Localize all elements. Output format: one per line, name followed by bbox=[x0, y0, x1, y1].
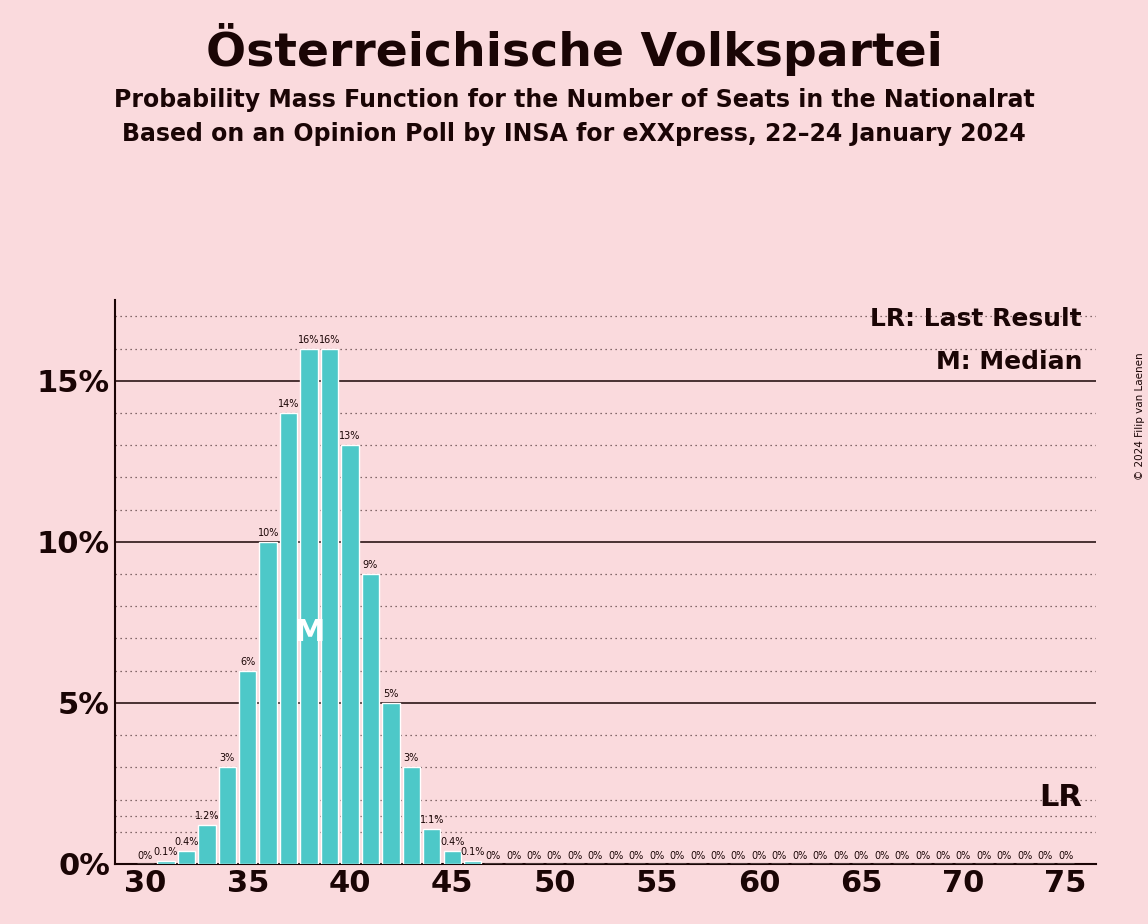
Text: 0%: 0% bbox=[833, 851, 848, 861]
Text: 0%: 0% bbox=[649, 851, 665, 861]
Text: LR: LR bbox=[1039, 784, 1083, 812]
Text: 0%: 0% bbox=[771, 851, 788, 861]
Text: Probability Mass Function for the Number of Seats in the Nationalrat: Probability Mass Function for the Number… bbox=[114, 88, 1034, 112]
Text: 0%: 0% bbox=[976, 851, 992, 861]
Bar bbox=[341, 445, 358, 864]
Text: 6%: 6% bbox=[240, 657, 255, 667]
Text: 9%: 9% bbox=[363, 560, 378, 570]
Text: 16%: 16% bbox=[319, 334, 340, 345]
Text: 0%: 0% bbox=[546, 851, 563, 861]
Bar bbox=[199, 825, 216, 864]
Text: 0%: 0% bbox=[669, 851, 684, 861]
Text: 0%: 0% bbox=[608, 851, 623, 861]
Text: 0%: 0% bbox=[854, 851, 869, 861]
Bar bbox=[259, 541, 277, 864]
Text: 0%: 0% bbox=[731, 851, 746, 861]
Text: 0.4%: 0.4% bbox=[440, 837, 465, 847]
Text: © 2024 Filip van Laenen: © 2024 Filip van Laenen bbox=[1134, 352, 1145, 480]
Text: 0%: 0% bbox=[588, 851, 603, 861]
Text: 0.4%: 0.4% bbox=[174, 837, 199, 847]
Text: Based on an Opinion Poll by INSA for eXXpress, 22–24 January 2024: Based on an Opinion Poll by INSA for eXX… bbox=[122, 122, 1026, 146]
Text: Österreichische Volkspartei: Österreichische Volkspartei bbox=[205, 23, 943, 76]
Bar bbox=[382, 703, 400, 864]
Text: 16%: 16% bbox=[298, 334, 320, 345]
Bar bbox=[320, 348, 339, 864]
Bar bbox=[443, 851, 460, 864]
Text: 0%: 0% bbox=[711, 851, 726, 861]
Text: 0%: 0% bbox=[506, 851, 521, 861]
Text: 5%: 5% bbox=[383, 689, 398, 699]
Bar bbox=[362, 574, 379, 864]
Text: LR: Last Result: LR: Last Result bbox=[870, 307, 1083, 331]
Text: 0%: 0% bbox=[792, 851, 807, 861]
Text: M: M bbox=[294, 617, 324, 647]
Bar bbox=[464, 861, 481, 864]
Text: M: Median: M: Median bbox=[936, 350, 1083, 374]
Text: 0%: 0% bbox=[1038, 851, 1053, 861]
Text: 0%: 0% bbox=[629, 851, 644, 861]
Text: 3%: 3% bbox=[404, 753, 419, 763]
Text: 1.2%: 1.2% bbox=[194, 811, 219, 821]
Text: 0%: 0% bbox=[1017, 851, 1032, 861]
Text: 13%: 13% bbox=[340, 432, 360, 442]
Text: 0%: 0% bbox=[956, 851, 971, 861]
Text: 3%: 3% bbox=[219, 753, 235, 763]
Bar bbox=[403, 767, 420, 864]
Text: 0%: 0% bbox=[567, 851, 582, 861]
Bar bbox=[239, 671, 256, 864]
Text: 14%: 14% bbox=[278, 399, 300, 409]
Text: 0%: 0% bbox=[138, 851, 153, 861]
Text: 0%: 0% bbox=[915, 851, 930, 861]
Text: 0%: 0% bbox=[874, 851, 890, 861]
Text: 0%: 0% bbox=[813, 851, 828, 861]
Text: 1.1%: 1.1% bbox=[419, 815, 444, 824]
Text: 0%: 0% bbox=[1058, 851, 1073, 861]
Text: 10%: 10% bbox=[257, 528, 279, 538]
Bar bbox=[301, 348, 318, 864]
Text: 0.1%: 0.1% bbox=[154, 847, 178, 857]
Bar bbox=[178, 851, 195, 864]
Text: 0%: 0% bbox=[751, 851, 767, 861]
Bar bbox=[218, 767, 236, 864]
Text: 0%: 0% bbox=[486, 851, 501, 861]
Bar bbox=[157, 861, 174, 864]
Text: 0%: 0% bbox=[894, 851, 909, 861]
Bar bbox=[280, 413, 297, 864]
Text: 0%: 0% bbox=[936, 851, 951, 861]
Text: 0%: 0% bbox=[527, 851, 542, 861]
Text: 0%: 0% bbox=[996, 851, 1011, 861]
Text: 0.1%: 0.1% bbox=[460, 847, 484, 857]
Text: 0%: 0% bbox=[690, 851, 705, 861]
Bar bbox=[424, 829, 441, 864]
